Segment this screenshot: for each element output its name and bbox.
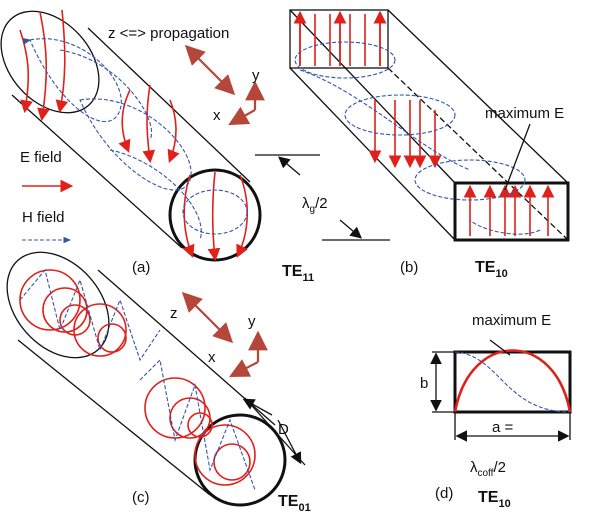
dimension-label: a =	[492, 419, 514, 436]
cutoff-label: λcoff/2	[470, 459, 506, 479]
panel-label: (c)	[132, 489, 150, 506]
axis-label: x	[213, 107, 221, 124]
mode-label: TE10	[478, 489, 511, 510]
axis-label: z	[170, 305, 178, 322]
legend-label: H field	[22, 209, 65, 226]
guide-length: λg/2	[302, 195, 328, 215]
propagation-note: z <=> propagation	[108, 25, 229, 42]
dimension-label: D	[278, 421, 289, 438]
text-part: coff	[478, 468, 494, 479]
figure: z <=> propagation y x E field H field (a…	[0, 0, 598, 520]
text-part: TE	[475, 259, 496, 276]
axis-label: y	[252, 67, 260, 84]
dimension-marker	[245, 398, 305, 465]
box-b	[290, 10, 568, 240]
text-part: TE	[478, 489, 499, 506]
axes-c	[185, 295, 258, 375]
mode-label: TE10	[475, 259, 508, 280]
text-part: TE	[278, 493, 299, 510]
mode-label: TE01	[278, 493, 311, 514]
panel-label: (d)	[435, 485, 453, 502]
text-part: TE	[282, 263, 303, 280]
text-part: 10	[495, 268, 507, 280]
legend-label: E field	[20, 149, 62, 166]
text-part: 11	[302, 272, 314, 284]
text-part: /2	[493, 459, 506, 476]
annotation: maximum E	[485, 105, 564, 122]
annotation: maximum E	[472, 312, 551, 329]
text-part: /2	[315, 195, 328, 212]
panel-label: (b)	[400, 259, 418, 276]
mode-label: TE11	[282, 263, 314, 284]
axis-label: x	[208, 349, 216, 366]
axes-a	[188, 48, 255, 123]
text-part: 01	[298, 502, 310, 514]
text-part: 10	[498, 498, 510, 510]
dimension-label: b	[420, 375, 428, 392]
panel-label: (a)	[132, 259, 150, 276]
axis-label: y	[248, 313, 256, 330]
